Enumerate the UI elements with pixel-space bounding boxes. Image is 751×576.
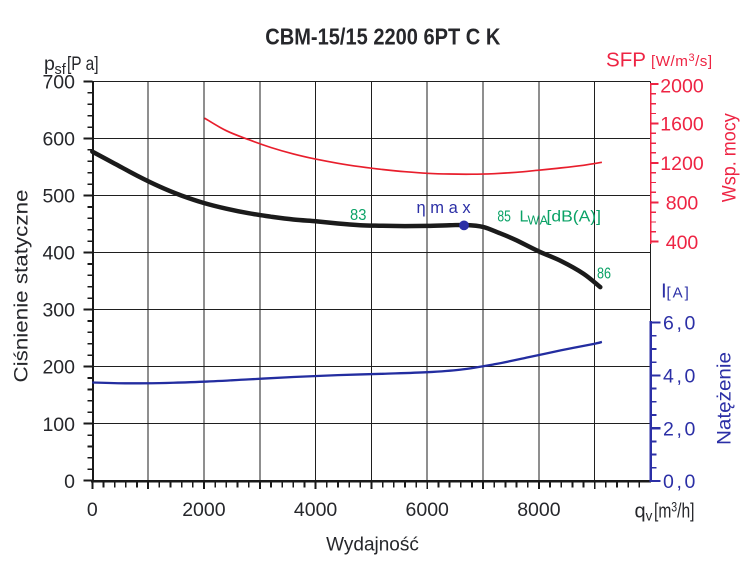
- svg-text:2000: 2000: [660, 75, 704, 97]
- svg-text:0: 0: [87, 499, 98, 521]
- svg-text:600: 600: [42, 129, 75, 151]
- svg-text:6,0: 6,0: [663, 313, 698, 335]
- svg-text:WA: WA: [528, 213, 549, 227]
- svg-text:I: I: [661, 280, 667, 303]
- svg-text:Wydajność: Wydajność: [326, 535, 419, 556]
- svg-text:400: 400: [42, 243, 75, 265]
- svg-text:4,0: 4,0: [663, 366, 698, 388]
- svg-text:[W/m3/s]: [W/m3/s]: [651, 52, 713, 70]
- svg-text:sf: sf: [55, 62, 67, 78]
- svg-text:Natężenie: Natężenie: [715, 352, 736, 445]
- svg-text:800: 800: [666, 192, 699, 214]
- svg-text:6000: 6000: [406, 499, 450, 521]
- svg-text:85: 85: [497, 209, 511, 226]
- svg-text:8000: 8000: [517, 499, 561, 521]
- svg-text:[dB(A)]: [dB(A)]: [547, 209, 602, 226]
- svg-text:700: 700: [42, 72, 75, 94]
- svg-text:2,0: 2,0: [663, 418, 698, 440]
- svg-text:0: 0: [64, 471, 75, 493]
- svg-text:86: 86: [597, 266, 611, 283]
- svg-text:[P a]: [P a]: [67, 53, 99, 75]
- svg-text:100: 100: [42, 414, 75, 436]
- svg-text:1200: 1200: [660, 153, 704, 175]
- svg-text:400: 400: [666, 232, 699, 254]
- svg-text:4000: 4000: [294, 499, 338, 521]
- svg-text:p: p: [44, 53, 55, 75]
- svg-text:1600: 1600: [660, 113, 704, 135]
- svg-text:83: 83: [350, 207, 366, 224]
- svg-text:2000: 2000: [182, 499, 226, 521]
- svg-text:300: 300: [42, 300, 75, 322]
- svg-text:Ciśnienie statyczne: Ciśnienie statyczne: [12, 190, 33, 383]
- svg-text:CBM-15/15 2200 6PT C K: CBM-15/15 2200 6PT C K: [265, 23, 500, 49]
- svg-text:0,0: 0,0: [663, 471, 698, 493]
- svg-text:Wsp. mocy: Wsp. mocy: [720, 113, 741, 202]
- svg-text:ηmax: ηmax: [417, 199, 476, 217]
- svg-text:[A]: [A]: [667, 285, 691, 302]
- svg-text:L: L: [520, 209, 529, 226]
- svg-text:[m3/h]: [m3/h]: [654, 500, 695, 523]
- svg-text:500: 500: [42, 186, 75, 208]
- svg-text:200: 200: [42, 357, 75, 379]
- svg-text:SFP: SFP: [606, 49, 646, 72]
